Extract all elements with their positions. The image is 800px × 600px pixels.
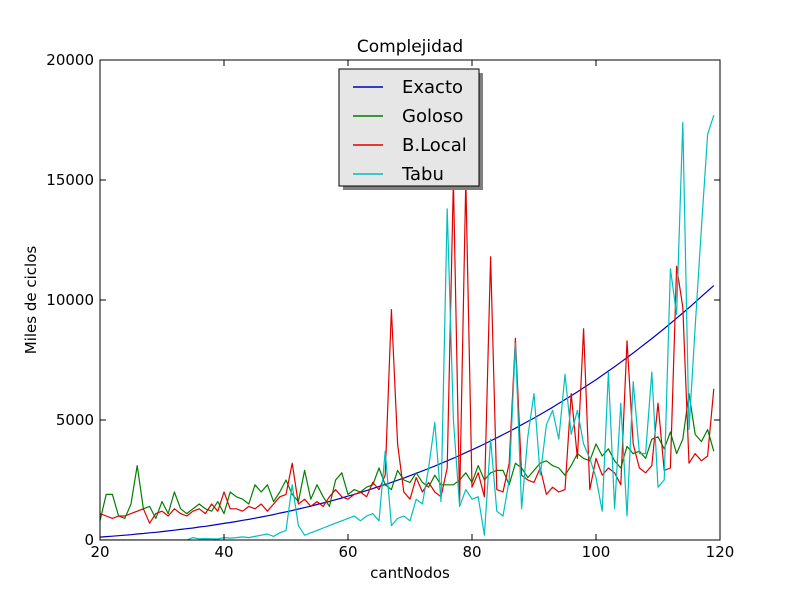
y-tick-label: 0 bbox=[84, 531, 94, 549]
y-tick-label: 20000 bbox=[46, 51, 94, 69]
x-tick-label: 120 bbox=[706, 543, 735, 561]
x-tick-label: 80 bbox=[462, 543, 481, 561]
x-tick-label: 20 bbox=[90, 543, 109, 561]
legend-label-exacto: Exacto bbox=[402, 77, 463, 98]
legend-box bbox=[338, 68, 480, 187]
x-tick-label: 60 bbox=[338, 543, 357, 561]
y-tick-label: 10000 bbox=[46, 291, 94, 309]
legend-label-tabu: Tabu bbox=[401, 164, 444, 185]
legend: Exacto Goloso B.Local Tabu bbox=[338, 68, 483, 190]
chart-title: Complejidad bbox=[357, 37, 463, 57]
y-axis-label: Miles de ciclos bbox=[22, 246, 40, 355]
y-tick-label: 5000 bbox=[56, 411, 94, 429]
y-tick-label: 15000 bbox=[46, 171, 94, 189]
series-line-goloso bbox=[100, 393, 715, 521]
series-line-exacto bbox=[100, 285, 715, 538]
series-line-tabu bbox=[100, 115, 715, 540]
legend-label-b-local: B.Local bbox=[402, 135, 467, 156]
series-line-b-local bbox=[100, 179, 715, 524]
x-tick-label: 40 bbox=[214, 543, 233, 561]
legend-label-goloso: Goloso bbox=[402, 106, 463, 127]
x-tick-label: 100 bbox=[582, 543, 611, 561]
plot-area: 20 40 60 80 100 120 0 5000 10000 15000 20000 bbox=[46, 51, 734, 561]
x-axis-label: cantNodos bbox=[370, 564, 450, 582]
